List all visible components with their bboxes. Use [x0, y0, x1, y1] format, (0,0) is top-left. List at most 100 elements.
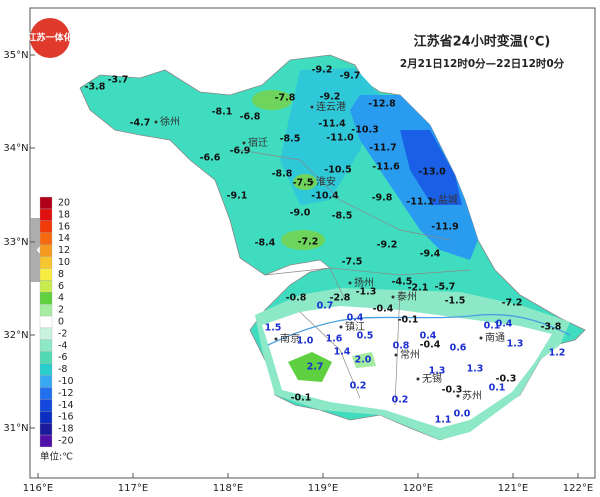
legend-label: -18 — [58, 424, 74, 435]
boundary — [239, 149, 471, 406]
station-value: -5.7 — [435, 282, 456, 293]
city-dot — [339, 325, 343, 329]
station-value: -6.6 — [200, 153, 221, 164]
city-name: 扬州 — [354, 276, 374, 289]
city-name: 宿迁 — [248, 136, 268, 149]
city-dot — [310, 180, 314, 184]
city-name: 连云港 — [316, 100, 346, 113]
zone — [252, 90, 292, 110]
city-dot — [479, 336, 483, 340]
zone — [280, 68, 380, 205]
station-value: -3.7 — [108, 75, 129, 86]
city-name: 南通 — [485, 331, 505, 344]
station-value: 2.7 — [307, 362, 324, 373]
zone — [350, 95, 478, 260]
legend-label: 6 — [58, 281, 64, 292]
station-value: 0.6 — [450, 343, 467, 354]
station-value: -4.5 — [392, 277, 413, 288]
station-value: -9.4 — [420, 249, 441, 260]
lat-label: 33°N — [3, 237, 28, 248]
station-value: 0.8 — [393, 341, 410, 352]
legend-swatch — [39, 196, 53, 210]
legend-label: -14 — [58, 400, 74, 411]
station-value: -7.5 — [342, 257, 363, 268]
city-name: 常州 — [400, 348, 420, 361]
legend-swatch — [39, 220, 53, 233]
zone — [293, 174, 317, 190]
station-value: -8.5 — [332, 211, 353, 222]
station-value: 1.3 — [429, 366, 446, 377]
legend-swatch — [39, 422, 53, 436]
legend-swatch — [39, 327, 53, 341]
station-value: -11.4 — [318, 119, 346, 130]
station-value: 1.1 — [435, 415, 452, 426]
lat-label: 31°N — [3, 423, 28, 434]
station-value: -4.7 — [130, 118, 151, 129]
lat-label: 34°N — [3, 143, 28, 154]
station-value: 0.2 — [392, 395, 409, 406]
station-value: -9.2 — [312, 65, 333, 76]
station-value: 1.2 — [549, 348, 566, 359]
city-dot — [456, 394, 460, 398]
station-value: -0.1 — [398, 315, 419, 326]
station-value: -11.6 — [372, 162, 400, 173]
station-value: 1.6 — [326, 334, 343, 345]
station-value: -8.8 — [272, 169, 293, 180]
station-value: -8.5 — [280, 134, 301, 145]
subtitle: 2月21日12时0分—22日12时0分 — [400, 57, 565, 70]
city-name: 盐城 — [438, 193, 458, 206]
logo — [30, 18, 70, 58]
station-value: 0.0 — [454, 409, 471, 420]
legend-label: 16 — [58, 221, 70, 232]
station-value: -10.5 — [324, 165, 351, 176]
legend-swatch — [39, 411, 53, 424]
station-value: 1.0 — [297, 336, 314, 347]
legend-label: 14 — [58, 233, 70, 244]
legend-swatch — [39, 280, 53, 293]
station-value: -7.5 — [293, 178, 314, 189]
legend-label: -4 — [58, 340, 67, 351]
city-name: 泰州 — [397, 290, 417, 303]
city-dot — [432, 198, 436, 202]
station-value: -0.4 — [373, 304, 394, 315]
legend-swatch — [39, 363, 53, 376]
legend-label: -20 — [58, 436, 74, 447]
city-name: 淮安 — [316, 175, 336, 188]
station-value: 1.3 — [467, 364, 484, 375]
legend-label: 12 — [58, 245, 70, 256]
city-name: 徐州 — [160, 115, 180, 128]
lat-label: 32°N — [3, 330, 28, 341]
city-name: 镇江 — [345, 320, 365, 333]
lat-label: 35°N — [3, 50, 28, 61]
legend-swatch — [39, 399, 53, 412]
lon-label: 116°E — [23, 483, 53, 494]
station-value: -9.0 — [290, 208, 311, 219]
legend-label: 18 — [58, 209, 70, 220]
legend-label: 0 — [58, 317, 64, 328]
station-value: -6.9 — [230, 146, 251, 157]
station-value: 0.4 — [347, 313, 364, 324]
lon-label: 122°E — [563, 483, 593, 494]
station-value: -0.3 — [442, 385, 463, 396]
station-value: -10.3 — [351, 125, 378, 136]
lon-label: 120°E — [403, 483, 433, 494]
legend-label: 2 — [58, 305, 64, 316]
legend-swatch — [39, 351, 53, 364]
station-value: -3.8 — [541, 322, 562, 333]
station-value: -9.1 — [227, 191, 248, 202]
legend-swatch — [39, 387, 53, 400]
station-value: -1.5 — [445, 296, 466, 307]
legend-swatch — [39, 268, 53, 281]
station-value: -2.1 — [408, 283, 429, 294]
station-value: 0.5 — [357, 331, 374, 342]
station-value: -13.0 — [418, 167, 446, 178]
station-value: 1.4 — [334, 347, 351, 358]
province — [79, 54, 586, 441]
legend-label: 20 — [58, 198, 70, 209]
legend-label: -2 — [58, 328, 67, 339]
station-value: 0.2 — [350, 381, 367, 392]
legend-label: 8 — [58, 269, 64, 280]
city-dot — [416, 377, 420, 381]
lon-label: 118°E — [213, 483, 243, 494]
title: 江苏省24小时变温(℃) — [414, 34, 551, 50]
